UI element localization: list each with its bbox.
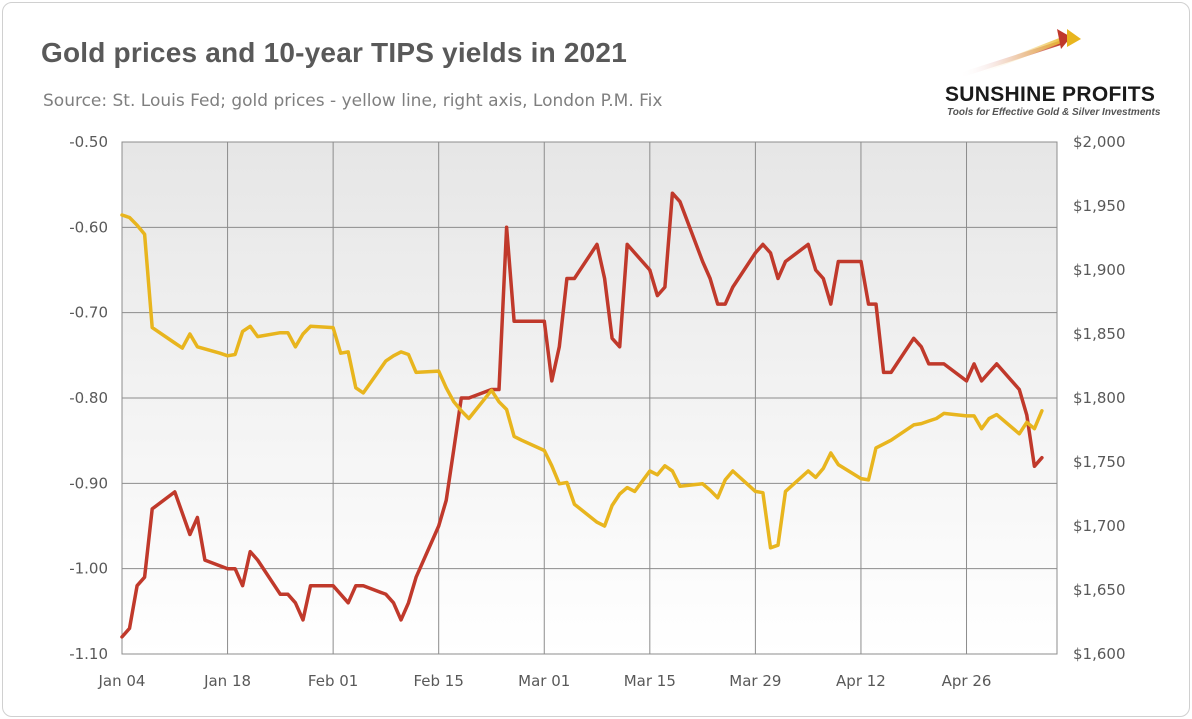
left-tick-label: -1.00 [69,560,108,578]
left-tick-label: -0.60 [69,218,108,236]
right-tick-label: $1,650 [1073,581,1126,599]
rising-arrow-logo-icon [959,29,1081,77]
left-tick-label: -0.80 [69,389,108,407]
left-tick-label: -0.50 [69,133,108,151]
x-tick-label: Mar 01 [518,672,570,690]
left-tick-label: -1.10 [69,645,108,663]
x-tick-label: Feb 15 [413,672,463,690]
x-tick-label: Mar 29 [729,672,781,690]
x-tick-label: Jan 04 [98,672,146,690]
tips-yield-line [120,191,1044,639]
chart-title: Gold prices and 10-year TIPS yields in 2… [41,37,627,68]
right-tick-label: $1,750 [1073,453,1126,471]
right-tick-label: $1,600 [1073,645,1126,663]
x-tick-label: Apr 26 [942,672,992,690]
chart-subtitle: Source: St. Louis Fed; gold prices - yel… [43,91,663,111]
right-axis-ticks: $2,000 $1,950 $1,900 $1,850 $1,800 $1,750 $1,7… [1073,133,1126,663]
right-tick-label: $1,800 [1073,389,1126,407]
left-axis-ticks: -0.50 -0.60 -0.70 -0.80 -0.90 -1.00 -1.10 [69,133,108,663]
right-tick-label: $2,000 [1073,133,1126,151]
right-tick-label: $1,700 [1073,517,1126,535]
x-axis-ticks: Jan 04 Jan 18 Feb 01 Feb 15 Mar 01 Mar 15 Mar … [98,672,992,690]
left-tick-label: -0.90 [69,474,108,492]
gold-price-line [120,213,1044,550]
gridlines [121,141,1057,655]
x-tick-label: Jan 18 [203,672,251,690]
sunshine-profits-logo: SUNSHINE PROFITS Tools for Effective Gol… [939,21,1179,121]
series-lines [120,191,1044,639]
left-tick-label: -0.70 [69,304,108,322]
logo-tagline: Tools for Effective Gold & Silver Invest… [947,107,1161,118]
x-tick-label: Apr 12 [836,672,886,690]
right-tick-label: $1,900 [1073,261,1126,279]
logo-name: SUNSHINE PROFITS [945,83,1156,106]
right-tick-label: $1,950 [1073,197,1126,215]
right-tick-label: $1,850 [1073,325,1126,343]
x-tick-label: Mar 15 [624,672,676,690]
x-tick-label: Feb 01 [308,672,358,690]
